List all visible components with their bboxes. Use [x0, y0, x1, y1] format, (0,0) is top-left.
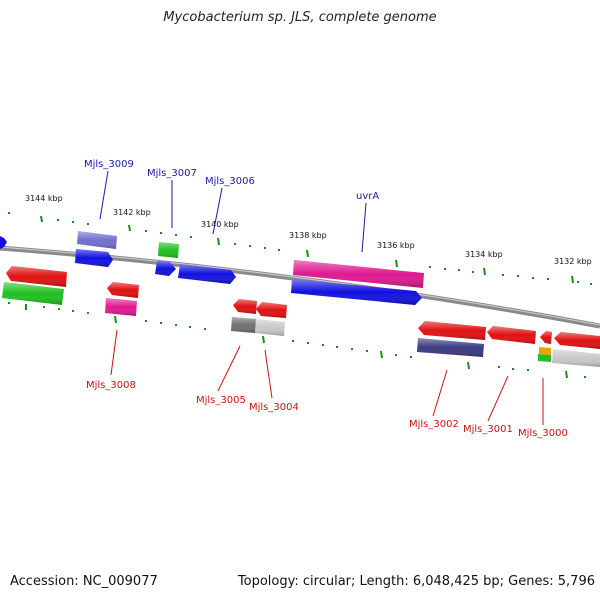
- gene-label-mjls-3007[interactable]: Mjls_3007: [147, 168, 197, 179]
- gene-arrow[interactable]: [538, 354, 551, 362]
- map-title: Mycobacterium sp. JLS, complete genome: [163, 10, 437, 25]
- upper-tick-dots: [8, 212, 592, 285]
- gene-label-mjls-3009[interactable]: Mjls_3009: [84, 159, 134, 170]
- forward-strand-genes: [0, 231, 424, 305]
- accession-text: Accession: NC_009077: [10, 574, 158, 589]
- forward-gene-labels: Mjls_3009 Mjls_3007 Mjls_3006 uvrA: [84, 159, 379, 253]
- gene-label-mjls-3008[interactable]: Mjls_3008: [86, 380, 136, 391]
- gene-label-mjls-3001[interactable]: Mjls_3001: [463, 424, 513, 435]
- gene-label-mjls-3004[interactable]: Mjls_3004: [249, 402, 299, 413]
- gene-label-mjls-3005[interactable]: Mjls_3005: [196, 395, 246, 406]
- tick-label: 3142 kbp: [113, 208, 151, 217]
- tick-label: 3132 kbp: [554, 257, 592, 266]
- tick-label: 3140 kbp: [201, 220, 239, 229]
- genome-summary-text: Topology: circular; Length: 6,048,425 bp…: [237, 574, 595, 589]
- lower-major-ticks: [25, 304, 568, 379]
- tick-label: 3134 kbp: [465, 250, 503, 259]
- gene-label-uvra[interactable]: uvrA: [356, 191, 379, 202]
- gene-label-mjls-3000[interactable]: Mjls_3000: [518, 428, 568, 439]
- gene-arrow[interactable]: [0, 236, 7, 249]
- reverse-strand-genes: [2, 266, 600, 367]
- tick-label: 3138 kbp: [289, 231, 327, 240]
- gene-label-mjls-3002[interactable]: Mjls_3002: [409, 419, 459, 430]
- tick-label: 3144 kbp: [25, 194, 63, 203]
- lower-tick-dots: [8, 302, 586, 378]
- gene-label-mjls-3006[interactable]: Mjls_3006: [205, 176, 255, 187]
- upper-major-ticks: [40, 215, 574, 284]
- tick-labels: 3144 kbp 3142 kbp 3140 kbp 3138 kbp 3136…: [25, 194, 592, 266]
- tick-label: 3136 kbp: [377, 241, 415, 250]
- reverse-gene-labels: Mjls_3008 Mjls_3005 Mjls_3004 Mjls_3002 …: [86, 329, 568, 439]
- gene-arrow[interactable]: [539, 347, 551, 355]
